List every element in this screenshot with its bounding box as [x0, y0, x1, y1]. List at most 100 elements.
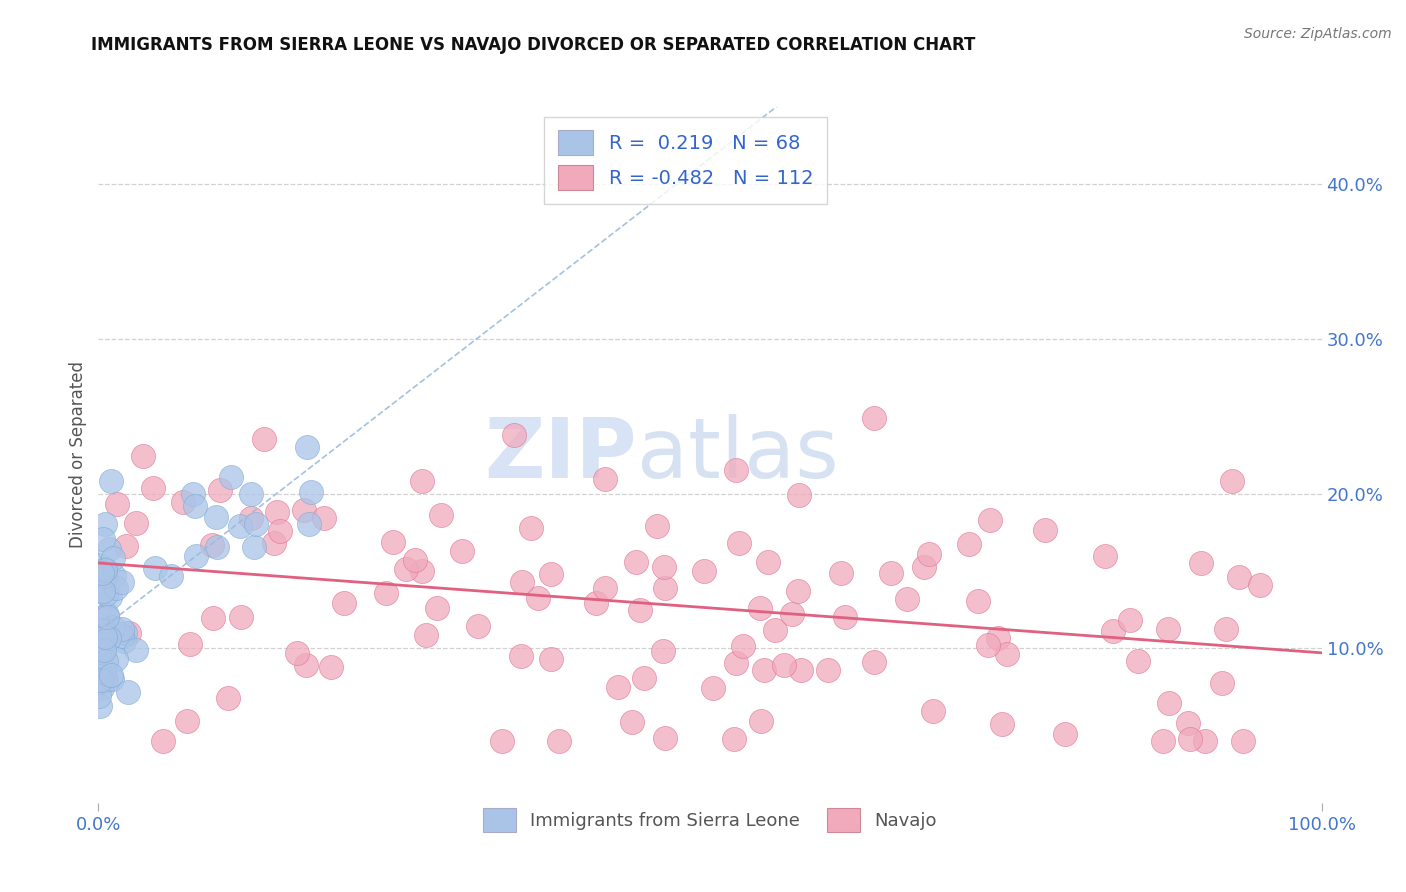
Point	[652, 559, 675, 574]
Point	[110, 622, 132, 636]
Point	[977, 638, 1000, 652]
Point	[93, 665, 115, 679]
Point	[93, 608, 115, 623]
Point	[1101, 624, 1123, 639]
Point	[94, 562, 117, 576]
Point	[98, 542, 121, 557]
Point	[1053, 727, 1076, 741]
Point	[863, 410, 886, 425]
Point	[426, 601, 449, 615]
Point	[333, 596, 356, 610]
Point	[253, 433, 276, 447]
Point	[752, 664, 775, 678]
Point	[295, 657, 318, 672]
Point	[179, 636, 201, 650]
Point	[593, 472, 616, 486]
Point	[239, 510, 262, 524]
Point	[411, 474, 433, 488]
Point	[90, 641, 112, 656]
Point	[411, 564, 433, 578]
Point	[96, 587, 118, 601]
Point	[221, 470, 243, 484]
Point	[991, 716, 1014, 731]
Point	[654, 581, 676, 595]
Point	[723, 731, 745, 746]
Point	[94, 673, 117, 687]
Point	[957, 537, 980, 551]
Point	[242, 540, 264, 554]
Point	[295, 440, 318, 454]
Point	[117, 684, 139, 698]
Point	[89, 690, 111, 704]
Point	[103, 620, 125, 634]
Point	[1119, 613, 1142, 627]
Point	[201, 611, 224, 625]
Point	[205, 540, 228, 554]
Point	[749, 714, 772, 728]
Point	[111, 574, 134, 589]
Point	[987, 631, 1010, 645]
Text: IMMIGRANTS FROM SIERRA LEONE VS NAVAJO DIVORCED OR SEPARATED CORRELATION CHART: IMMIGRANTS FROM SIERRA LEONE VS NAVAJO D…	[91, 36, 976, 54]
Point	[724, 463, 747, 477]
Point	[527, 591, 550, 605]
Point	[404, 553, 426, 567]
Point	[94, 569, 117, 583]
Text: atlas: atlas	[637, 415, 838, 495]
Point	[314, 511, 336, 525]
Point	[104, 652, 127, 666]
Point	[112, 634, 135, 648]
Point	[863, 655, 886, 669]
Point	[208, 483, 231, 497]
Point	[100, 474, 122, 488]
Point	[205, 510, 228, 524]
Point	[294, 503, 316, 517]
Point	[91, 624, 114, 639]
Point	[97, 631, 120, 645]
Point	[1220, 474, 1243, 488]
Point	[628, 603, 651, 617]
Point	[830, 566, 852, 581]
Point	[1178, 732, 1201, 747]
Point	[834, 609, 856, 624]
Point	[90, 673, 112, 688]
Point	[87, 558, 110, 572]
Point	[87, 674, 110, 689]
Point	[105, 581, 128, 595]
Point	[89, 699, 111, 714]
Point	[880, 566, 903, 580]
Point	[125, 643, 148, 657]
Point	[979, 513, 1001, 527]
Point	[620, 714, 643, 729]
Point	[176, 714, 198, 729]
Point	[100, 625, 122, 640]
Point	[624, 555, 647, 569]
Point	[152, 734, 174, 748]
Point	[94, 654, 117, 668]
Point	[96, 610, 118, 624]
Point	[787, 488, 810, 502]
Point	[93, 623, 115, 637]
Point	[266, 505, 288, 519]
Point	[172, 495, 194, 509]
Point	[692, 565, 714, 579]
Point	[1211, 676, 1233, 690]
Point	[725, 657, 748, 671]
Point	[114, 626, 136, 640]
Point	[1159, 696, 1181, 710]
Point	[429, 508, 451, 522]
Point	[773, 657, 796, 672]
Point	[1232, 734, 1254, 748]
Point	[918, 547, 941, 561]
Point	[790, 663, 813, 677]
Point	[117, 626, 139, 640]
Point	[593, 581, 616, 595]
Point	[585, 596, 607, 610]
Point	[298, 516, 321, 531]
Point	[467, 619, 489, 633]
Point	[89, 645, 111, 659]
Point	[217, 691, 239, 706]
Point	[96, 608, 118, 623]
Point	[912, 559, 935, 574]
Point	[91, 584, 114, 599]
Point	[1157, 623, 1180, 637]
